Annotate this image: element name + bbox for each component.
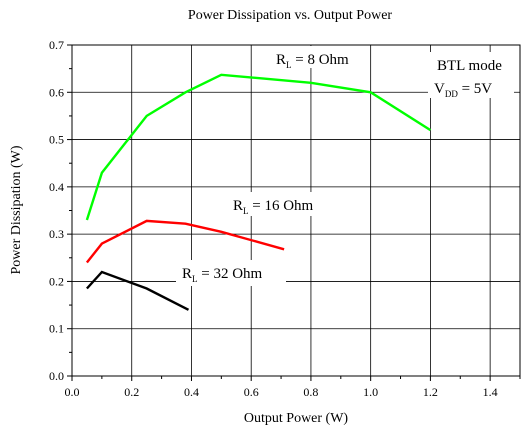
y-tick-label: 0.6: [49, 85, 64, 99]
y-tick-label: 0.5: [49, 133, 64, 147]
chart-title: Power Dissipation vs. Output Power: [188, 8, 393, 23]
y-tick-label: 0.1: [49, 322, 64, 336]
series-label-16-ohm: RL = 16 Ohm: [228, 192, 334, 216]
x-tick-label: 0.2: [124, 385, 139, 399]
x-tick-label: 0.6: [244, 385, 259, 399]
axis-ticks: 0.0 0.2 0.4 0.6 0.8 1.0 1.2 1.4 0.0 0.1 0.2 0.3 0.4 0…: [49, 38, 521, 399]
y-tick-label: 0.0: [49, 369, 64, 383]
btl-mode-annotation: BTL mode VDD = 5V: [428, 52, 514, 99]
x-tick-label: 0.8: [303, 385, 318, 399]
x-axis-title: Output Power (W): [244, 411, 349, 426]
x-tick-label: 1.0: [363, 385, 378, 399]
series-label-8-ohm: RL = 8 Ohm: [270, 46, 368, 70]
x-tick-label: 1.4: [483, 385, 498, 399]
svg-text:RL = 8 Ohm: RL = 8 Ohm: [276, 52, 349, 70]
svg-text:VDD = 5V: VDD = 5V: [434, 81, 492, 99]
y-tick-label: 0.7: [49, 38, 64, 52]
series-line-1: [85, 219, 285, 264]
y-tick-label: 0.2: [49, 274, 64, 288]
y-tick-label: 0.4: [49, 180, 64, 194]
x-tick-label: 0.0: [65, 385, 80, 399]
y-axis-title: Power Dissipation (W): [9, 145, 24, 274]
x-tick-label: 1.2: [423, 385, 438, 399]
series-label-32-ohm: RL = 32 Ohm: [176, 260, 286, 286]
y-tick-label: 0.3: [49, 227, 64, 241]
data-series: [85, 73, 432, 311]
x-tick-label: 0.4: [184, 385, 199, 399]
series-line-2: [86, 270, 190, 311]
svg-text:RL = 32 Ohm: RL = 32 Ohm: [182, 266, 263, 284]
series-line-0: [85, 73, 432, 221]
svg-text:RL = 16 Ohm: RL = 16 Ohm: [233, 198, 314, 216]
svg-text:BTL mode: BTL mode: [437, 58, 502, 74]
